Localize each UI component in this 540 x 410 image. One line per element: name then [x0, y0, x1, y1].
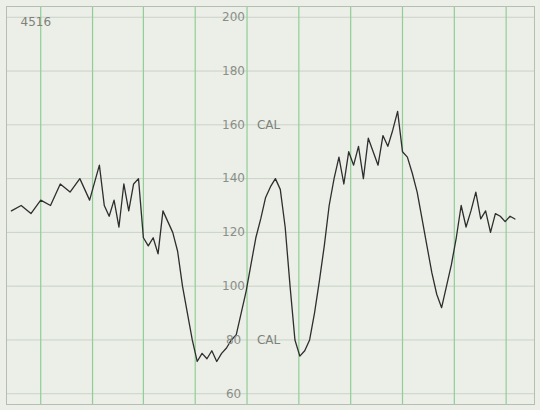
svg-text:80: 80: [226, 333, 241, 347]
svg-text:160: 160: [222, 118, 245, 132]
svg-text:4516: 4516: [21, 15, 52, 29]
svg-text:CAL: CAL: [257, 118, 281, 132]
svg-text:60: 60: [226, 387, 241, 401]
svg-text:140: 140: [222, 171, 245, 185]
svg-text:120: 120: [222, 225, 245, 239]
svg-text:CAL: CAL: [257, 333, 281, 347]
svg-text:180: 180: [222, 64, 245, 78]
svg-text:200: 200: [222, 10, 245, 24]
svg-text:100: 100: [222, 279, 245, 293]
